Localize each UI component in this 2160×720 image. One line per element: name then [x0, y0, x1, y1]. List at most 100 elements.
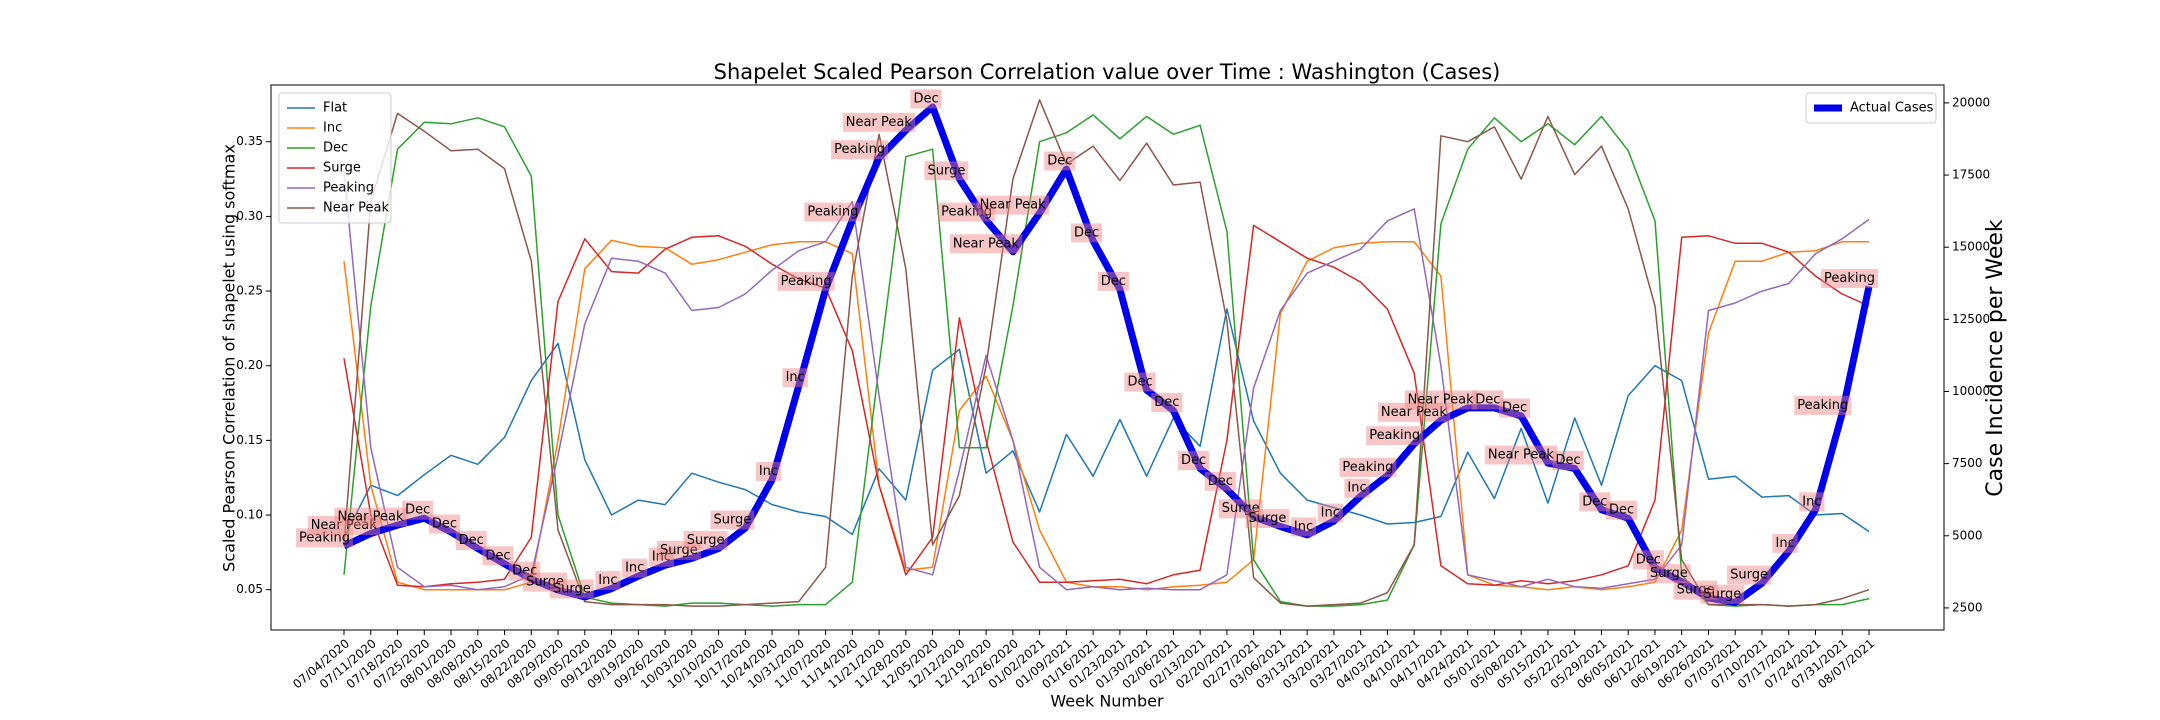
- point-label-text: Dec: [1074, 225, 1099, 240]
- point-label: Surge: [549, 579, 594, 599]
- point-label-text: Near Peak: [1408, 392, 1475, 407]
- legend: Actual Cases: [1805, 92, 1937, 124]
- point-label: Dec: [482, 546, 514, 566]
- point-label-text: Dec: [1181, 453, 1206, 468]
- point-label-box: [1727, 565, 1771, 585]
- point-label-box: [1700, 584, 1745, 604]
- point-label: Near Peak: [1404, 390, 1478, 410]
- series-line: [343, 114, 1870, 607]
- y-tick-label: 0.35: [236, 134, 263, 148]
- y2-tick-label: 20000: [1952, 95, 1990, 109]
- point-label: Near Peak: [334, 507, 407, 527]
- y-tick-label: 0.15: [236, 433, 263, 447]
- x-axis-label: Week Number: [1050, 692, 1164, 711]
- point-label-box: [1097, 271, 1129, 291]
- legend: Flat Inc Dec Surge Peaking Near Peak: [278, 92, 392, 224]
- point-label: Dec: [1632, 550, 1664, 570]
- point-label-box: [1606, 500, 1638, 520]
- point-label-box: [1339, 457, 1397, 477]
- point-label-box: [549, 579, 594, 599]
- y-tick-label: 0.20: [236, 358, 263, 372]
- point-label-box: [1290, 517, 1317, 537]
- y2-axis-label: Case Incidence per Week: [1983, 219, 2008, 497]
- point-label: Peaking: [804, 202, 862, 222]
- point-label-box: [1344, 478, 1370, 498]
- y-tick-label: 0.10: [236, 508, 263, 522]
- point-label: Peaking: [831, 140, 889, 160]
- point-label-text: Surge: [1249, 511, 1287, 526]
- point-label-text: Inc: [786, 370, 805, 385]
- point-label-box: [334, 507, 407, 527]
- point-label: Surge: [924, 161, 969, 181]
- point-label: Surge: [683, 530, 728, 550]
- point-label: Near Peak: [976, 195, 1050, 215]
- point-label: Surge: [1700, 584, 1745, 604]
- point-label-text: Dec: [1101, 274, 1126, 289]
- point-label: Peaking: [1794, 395, 1852, 415]
- point-label-text: Inc: [1294, 519, 1313, 534]
- point-label-box: [755, 462, 782, 482]
- point-label-box: [482, 546, 514, 566]
- point-label-text: Peaking: [834, 142, 885, 157]
- point-label-text: Dec: [1502, 401, 1527, 416]
- y2-tick-label: 12500: [1952, 312, 1990, 326]
- point-label-box: [1245, 509, 1290, 529]
- point-label-text: Dec: [459, 533, 484, 548]
- point-label-text: Surge: [553, 581, 591, 596]
- point-label-text: Surge: [660, 543, 698, 558]
- point-label-box: [1070, 223, 1103, 243]
- point-label-text: Surge: [713, 512, 751, 527]
- y-axis-label: Scaled Pearson Correlation of shapelet u…: [220, 144, 239, 572]
- legend-label: Inc: [323, 121, 342, 136]
- point-label-box: [949, 234, 1023, 254]
- point-label-box: [782, 368, 808, 388]
- point-label-text: Near Peak: [980, 198, 1047, 213]
- point-label: Dec: [1472, 390, 1504, 410]
- y2-tick-label: 7500: [1952, 456, 1983, 470]
- point-label-text: Peaking: [781, 274, 832, 289]
- point-label-box: [1499, 398, 1531, 418]
- point-label-text: Near Peak: [846, 115, 913, 130]
- point-label-box: [622, 558, 648, 578]
- point-label-text: Inc: [1321, 506, 1340, 521]
- point-label-text: Peaking: [1797, 398, 1848, 413]
- point-label: Dec: [1070, 223, 1103, 243]
- point-label-box: [1673, 580, 1718, 600]
- point-label-box: [523, 572, 568, 592]
- point-label-box: [804, 202, 862, 222]
- point-label-box: [1044, 151, 1076, 171]
- point-label-box: [910, 89, 942, 109]
- point-label-text: Inc: [652, 550, 671, 565]
- point-label-text: Dec: [1475, 392, 1500, 407]
- point-label-text: Near Peak: [1381, 405, 1448, 420]
- point-label-text: Surge: [1703, 587, 1741, 602]
- series-line: [343, 308, 1870, 538]
- point-label-box: [428, 514, 461, 534]
- point-label: Surge: [656, 540, 701, 560]
- point-label: Dec: [1124, 372, 1156, 392]
- point-label-box: [402, 500, 434, 520]
- y2-tick-label: 10000: [1952, 384, 1990, 398]
- point-label: Inc: [755, 462, 782, 482]
- point-label-text: Near Peak: [337, 510, 404, 525]
- point-label-text: Near Peak: [1488, 448, 1555, 463]
- point-label: Dec: [1097, 271, 1129, 291]
- point-label-text: Peaking: [807, 205, 858, 220]
- legend-box: [278, 92, 392, 224]
- point-label: Inc: [1344, 478, 1370, 498]
- point-label-text: Peaking: [1342, 460, 1393, 475]
- point-label-text: Peaking: [941, 205, 992, 220]
- point-label-box: [1404, 390, 1478, 410]
- point-label-text: Dec: [1582, 494, 1607, 509]
- plot-frame: [270, 84, 1945, 631]
- point-label-box: [1794, 395, 1852, 415]
- point-label-text: Peaking: [299, 530, 350, 545]
- point-label-box: [1472, 390, 1504, 410]
- point-label-text: Dec: [1636, 552, 1661, 567]
- chart-title: Shapelet Scaled Pearson Correlation valu…: [714, 60, 1501, 84]
- point-label-text: Inc: [1347, 481, 1366, 496]
- point-label: Near Peak: [1484, 445, 1558, 465]
- point-label-box: [1317, 503, 1343, 523]
- legend-label: Flat: [323, 101, 347, 116]
- point-label-box: [1124, 372, 1156, 392]
